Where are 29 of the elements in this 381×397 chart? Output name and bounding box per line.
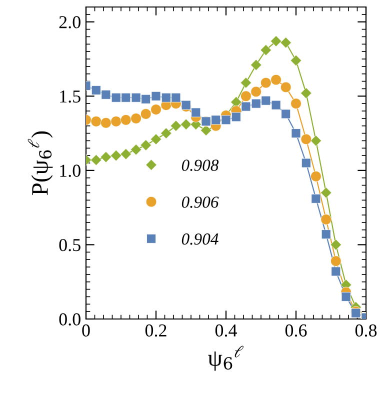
y-tick-label: 1.5 bbox=[60, 90, 80, 103]
legend-label: 0.906 bbox=[182, 196, 219, 208]
point bbox=[121, 92, 131, 102]
y-tick-label: 2.0 bbox=[59, 16, 80, 28]
point bbox=[271, 100, 281, 110]
y-tick-label: 0.5 bbox=[59, 238, 80, 252]
point bbox=[310, 170, 322, 182]
x-tick-label: 0.8 bbox=[355, 324, 377, 337]
x-tick-label: 0 bbox=[82, 324, 90, 337]
y-tick-label: 1.0 bbox=[60, 164, 80, 177]
point bbox=[141, 94, 151, 104]
y-tick-label: 0.0 bbox=[59, 313, 80, 326]
x-axis-title: ψ$_{6}$$^{ℓ}$ bbox=[208, 346, 244, 371]
y-axis-title: P(ψ$_{6}$$^{ℓ}$) bbox=[28, 131, 53, 196]
x-tick-label: 0.6 bbox=[285, 324, 307, 337]
point bbox=[150, 134, 162, 145]
x-tick-label: 0.4 bbox=[215, 324, 238, 337]
point bbox=[260, 77, 272, 88]
point bbox=[151, 91, 161, 101]
point bbox=[321, 230, 331, 240]
point bbox=[301, 158, 311, 168]
legend-label: 0.904 bbox=[182, 233, 218, 245]
point bbox=[221, 115, 231, 125]
point bbox=[171, 92, 181, 102]
legend-label: 0.908 bbox=[182, 160, 219, 171]
point bbox=[281, 109, 291, 119]
point bbox=[231, 112, 241, 122]
point bbox=[330, 239, 342, 250]
x-tick-label: 0.2 bbox=[145, 324, 166, 337]
